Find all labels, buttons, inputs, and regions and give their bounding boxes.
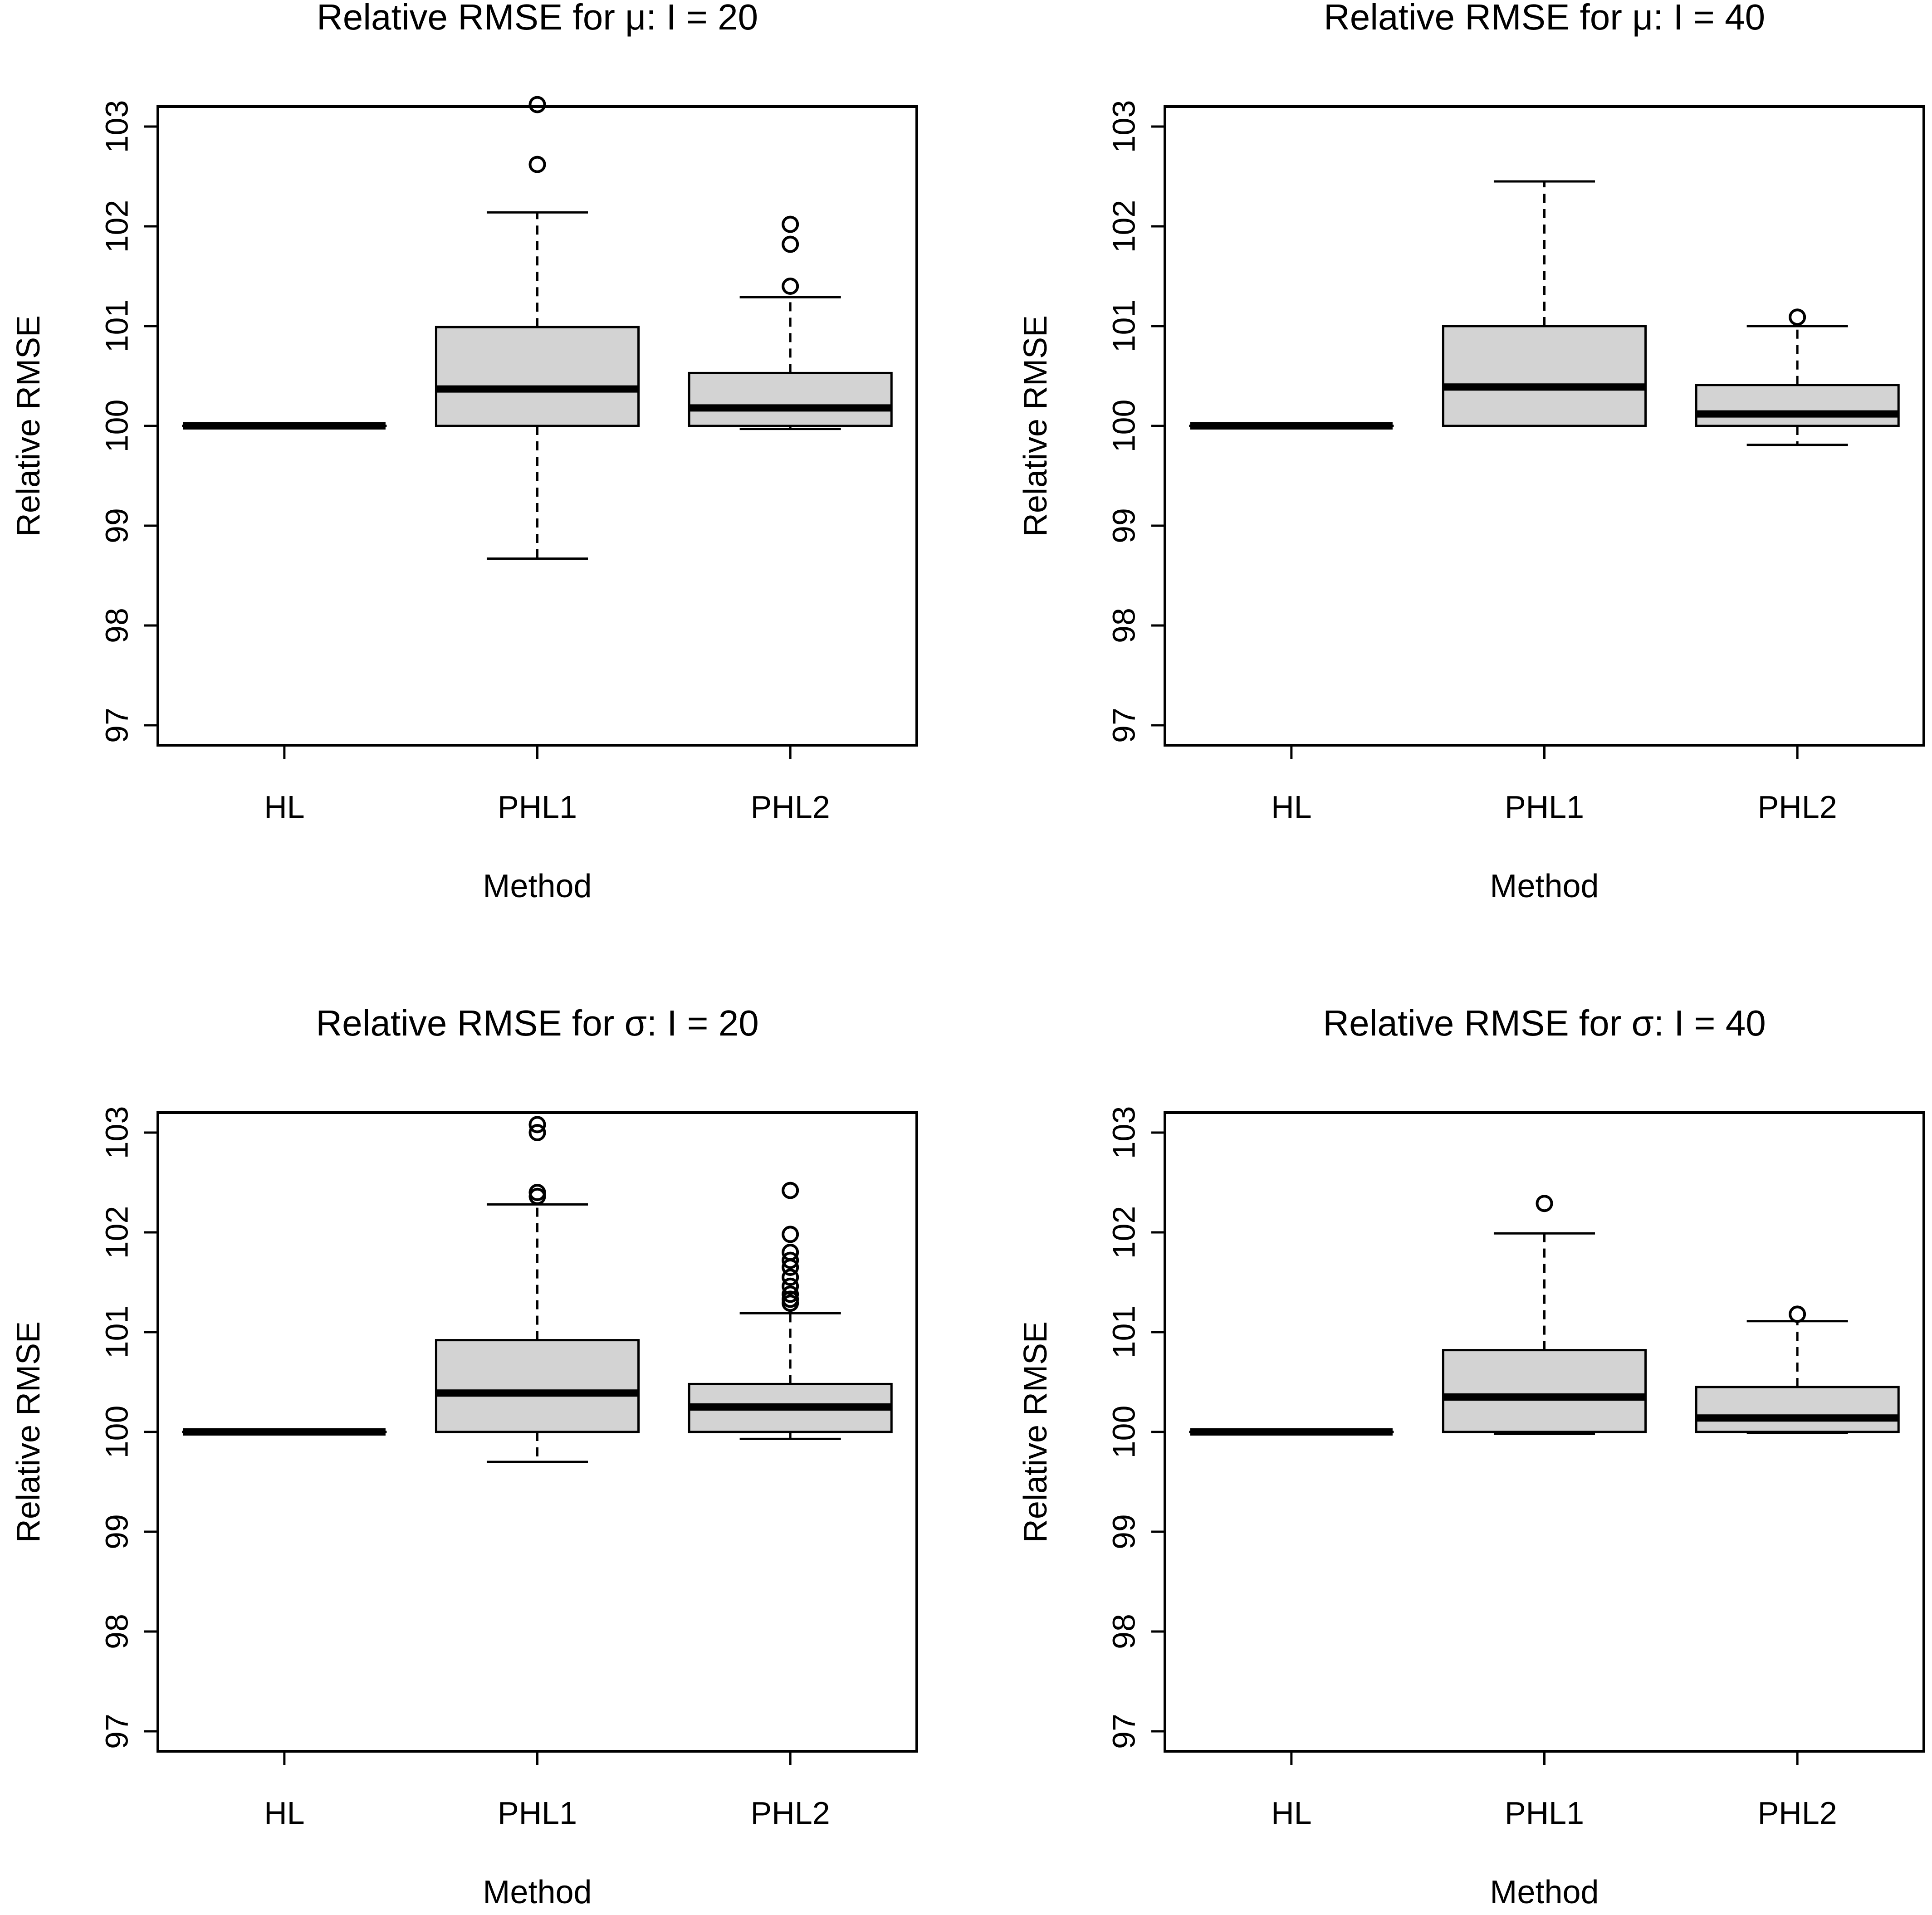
y-tick-label: 103 bbox=[1106, 100, 1141, 153]
box-iqr bbox=[1695, 384, 1900, 427]
y-axis-title: Relative RMSE bbox=[10, 1321, 47, 1543]
outlier-point bbox=[528, 156, 546, 173]
outlier-point bbox=[782, 278, 799, 295]
y-tick-label: 103 bbox=[99, 100, 134, 153]
outlier-point bbox=[528, 1116, 546, 1133]
y-tick-label: 99 bbox=[99, 508, 134, 543]
box-phl1 bbox=[435, 96, 640, 560]
x-tick-label: PHL1 bbox=[1505, 789, 1584, 825]
outlier-point bbox=[782, 1269, 799, 1286]
outlier-point bbox=[782, 215, 799, 233]
y-tick-label: 98 bbox=[99, 608, 134, 643]
box-iqr bbox=[1695, 1386, 1900, 1433]
x-tick-label: PHL1 bbox=[498, 789, 577, 825]
y-tick-label: 100 bbox=[1106, 1406, 1141, 1459]
y-tick-label: 99 bbox=[1106, 508, 1141, 543]
x-tick-label: PHL1 bbox=[1505, 1795, 1584, 1831]
x-tick-label: PHL2 bbox=[751, 1795, 830, 1831]
outlier-point bbox=[528, 96, 546, 113]
y-tick-label: 103 bbox=[1106, 1106, 1141, 1159]
outlier-point bbox=[782, 1285, 799, 1303]
outlier-point bbox=[1789, 308, 1806, 326]
outlier-point bbox=[782, 1290, 799, 1308]
y-tick-label: 100 bbox=[1106, 400, 1141, 453]
x-tick-label: HL bbox=[264, 1795, 304, 1831]
y-tick-label: 97 bbox=[1106, 708, 1141, 743]
chart-title: Relative RMSE for μ: I = 20 bbox=[317, 0, 758, 37]
y-tick-label: 98 bbox=[99, 1614, 134, 1649]
y-tick-label: 102 bbox=[1106, 1206, 1141, 1259]
box-phl1 bbox=[435, 1116, 640, 1463]
x-tick-label: PHL2 bbox=[751, 789, 830, 825]
chart-title: Relative RMSE for σ: I = 40 bbox=[1323, 1003, 1766, 1043]
x-tick-label: HL bbox=[1271, 789, 1311, 825]
outlier-point bbox=[782, 1277, 799, 1295]
chart-panel-1: Relative RMSE for μ: I = 20 97 98 99 100 101 1… bbox=[10, 0, 918, 904]
box-phl2 bbox=[688, 215, 893, 430]
outlier-point bbox=[528, 1184, 546, 1201]
chart-panel-3: Relative RMSE for σ: I = 20 97 98 99 100 101 1… bbox=[10, 1003, 918, 1910]
box-phl1 bbox=[1442, 1195, 1647, 1435]
box-iqr bbox=[1442, 325, 1647, 427]
x-axis-title: Method bbox=[1490, 868, 1599, 904]
y-tick-label: 102 bbox=[99, 1206, 134, 1259]
y-tick-label: 103 bbox=[99, 1106, 134, 1159]
outlier-point bbox=[782, 235, 799, 253]
chart-panel-2: Relative RMSE for μ: I = 40 97 98 99 100 101 1… bbox=[1017, 0, 1925, 904]
y-tick-label: 99 bbox=[99, 1514, 134, 1549]
x-tick-label: PHL2 bbox=[1758, 1795, 1837, 1831]
x-tick-label: HL bbox=[264, 789, 304, 825]
y-tick-label: 97 bbox=[99, 1714, 134, 1749]
x-tick-label: PHL2 bbox=[1758, 789, 1837, 825]
box-iqr bbox=[435, 1339, 640, 1433]
y-tick-label: 100 bbox=[99, 400, 134, 453]
x-axis-title: Method bbox=[483, 868, 592, 904]
x-tick-label: PHL1 bbox=[498, 1795, 577, 1831]
chart-title: Relative RMSE for μ: I = 40 bbox=[1324, 0, 1765, 37]
box-phl2 bbox=[1695, 308, 1900, 446]
y-tick-label: 101 bbox=[99, 1306, 134, 1359]
box-iqr bbox=[1442, 1349, 1647, 1433]
outlier-point bbox=[528, 1124, 546, 1141]
box-iqr bbox=[688, 371, 893, 427]
y-tick-label: 99 bbox=[1106, 1514, 1141, 1549]
outlier-point bbox=[782, 1226, 799, 1243]
outlier-point bbox=[782, 1251, 799, 1269]
y-axis-title: Relative RMSE bbox=[10, 315, 47, 537]
y-tick-label: 101 bbox=[1106, 1306, 1141, 1359]
y-tick-label: 98 bbox=[1106, 608, 1141, 643]
y-tick-label: 101 bbox=[99, 300, 134, 353]
box-phl1 bbox=[1442, 180, 1647, 427]
y-tick-label: 101 bbox=[1106, 300, 1141, 353]
y-tick-label: 97 bbox=[1106, 1714, 1141, 1749]
y-tick-label: 102 bbox=[99, 200, 134, 253]
chart-title: Relative RMSE for σ: I = 20 bbox=[316, 1003, 758, 1043]
y-tick-label: 98 bbox=[1106, 1614, 1141, 1649]
outlier-point bbox=[1789, 1305, 1806, 1323]
box-iqr bbox=[435, 326, 640, 427]
x-axis-title: Method bbox=[483, 1874, 592, 1910]
y-axis-title: Relative RMSE bbox=[1017, 1321, 1054, 1543]
chart-panel-4: Relative RMSE for σ: I = 40 97 98 99 100 101 1… bbox=[1017, 1003, 1925, 1910]
box-phl2 bbox=[688, 1182, 893, 1440]
outlier-point bbox=[782, 1182, 799, 1199]
x-tick-label: HL bbox=[1271, 1795, 1311, 1831]
outlier-point bbox=[782, 1244, 799, 1261]
y-axis-title: Relative RMSE bbox=[1017, 315, 1054, 537]
y-tick-label: 100 bbox=[99, 1406, 134, 1459]
y-tick-label: 102 bbox=[1106, 200, 1141, 253]
y-tick-label: 97 bbox=[99, 708, 134, 743]
outlier-point bbox=[1536, 1195, 1553, 1212]
box-phl2 bbox=[1695, 1305, 1900, 1434]
x-axis-title: Method bbox=[1490, 1874, 1599, 1910]
